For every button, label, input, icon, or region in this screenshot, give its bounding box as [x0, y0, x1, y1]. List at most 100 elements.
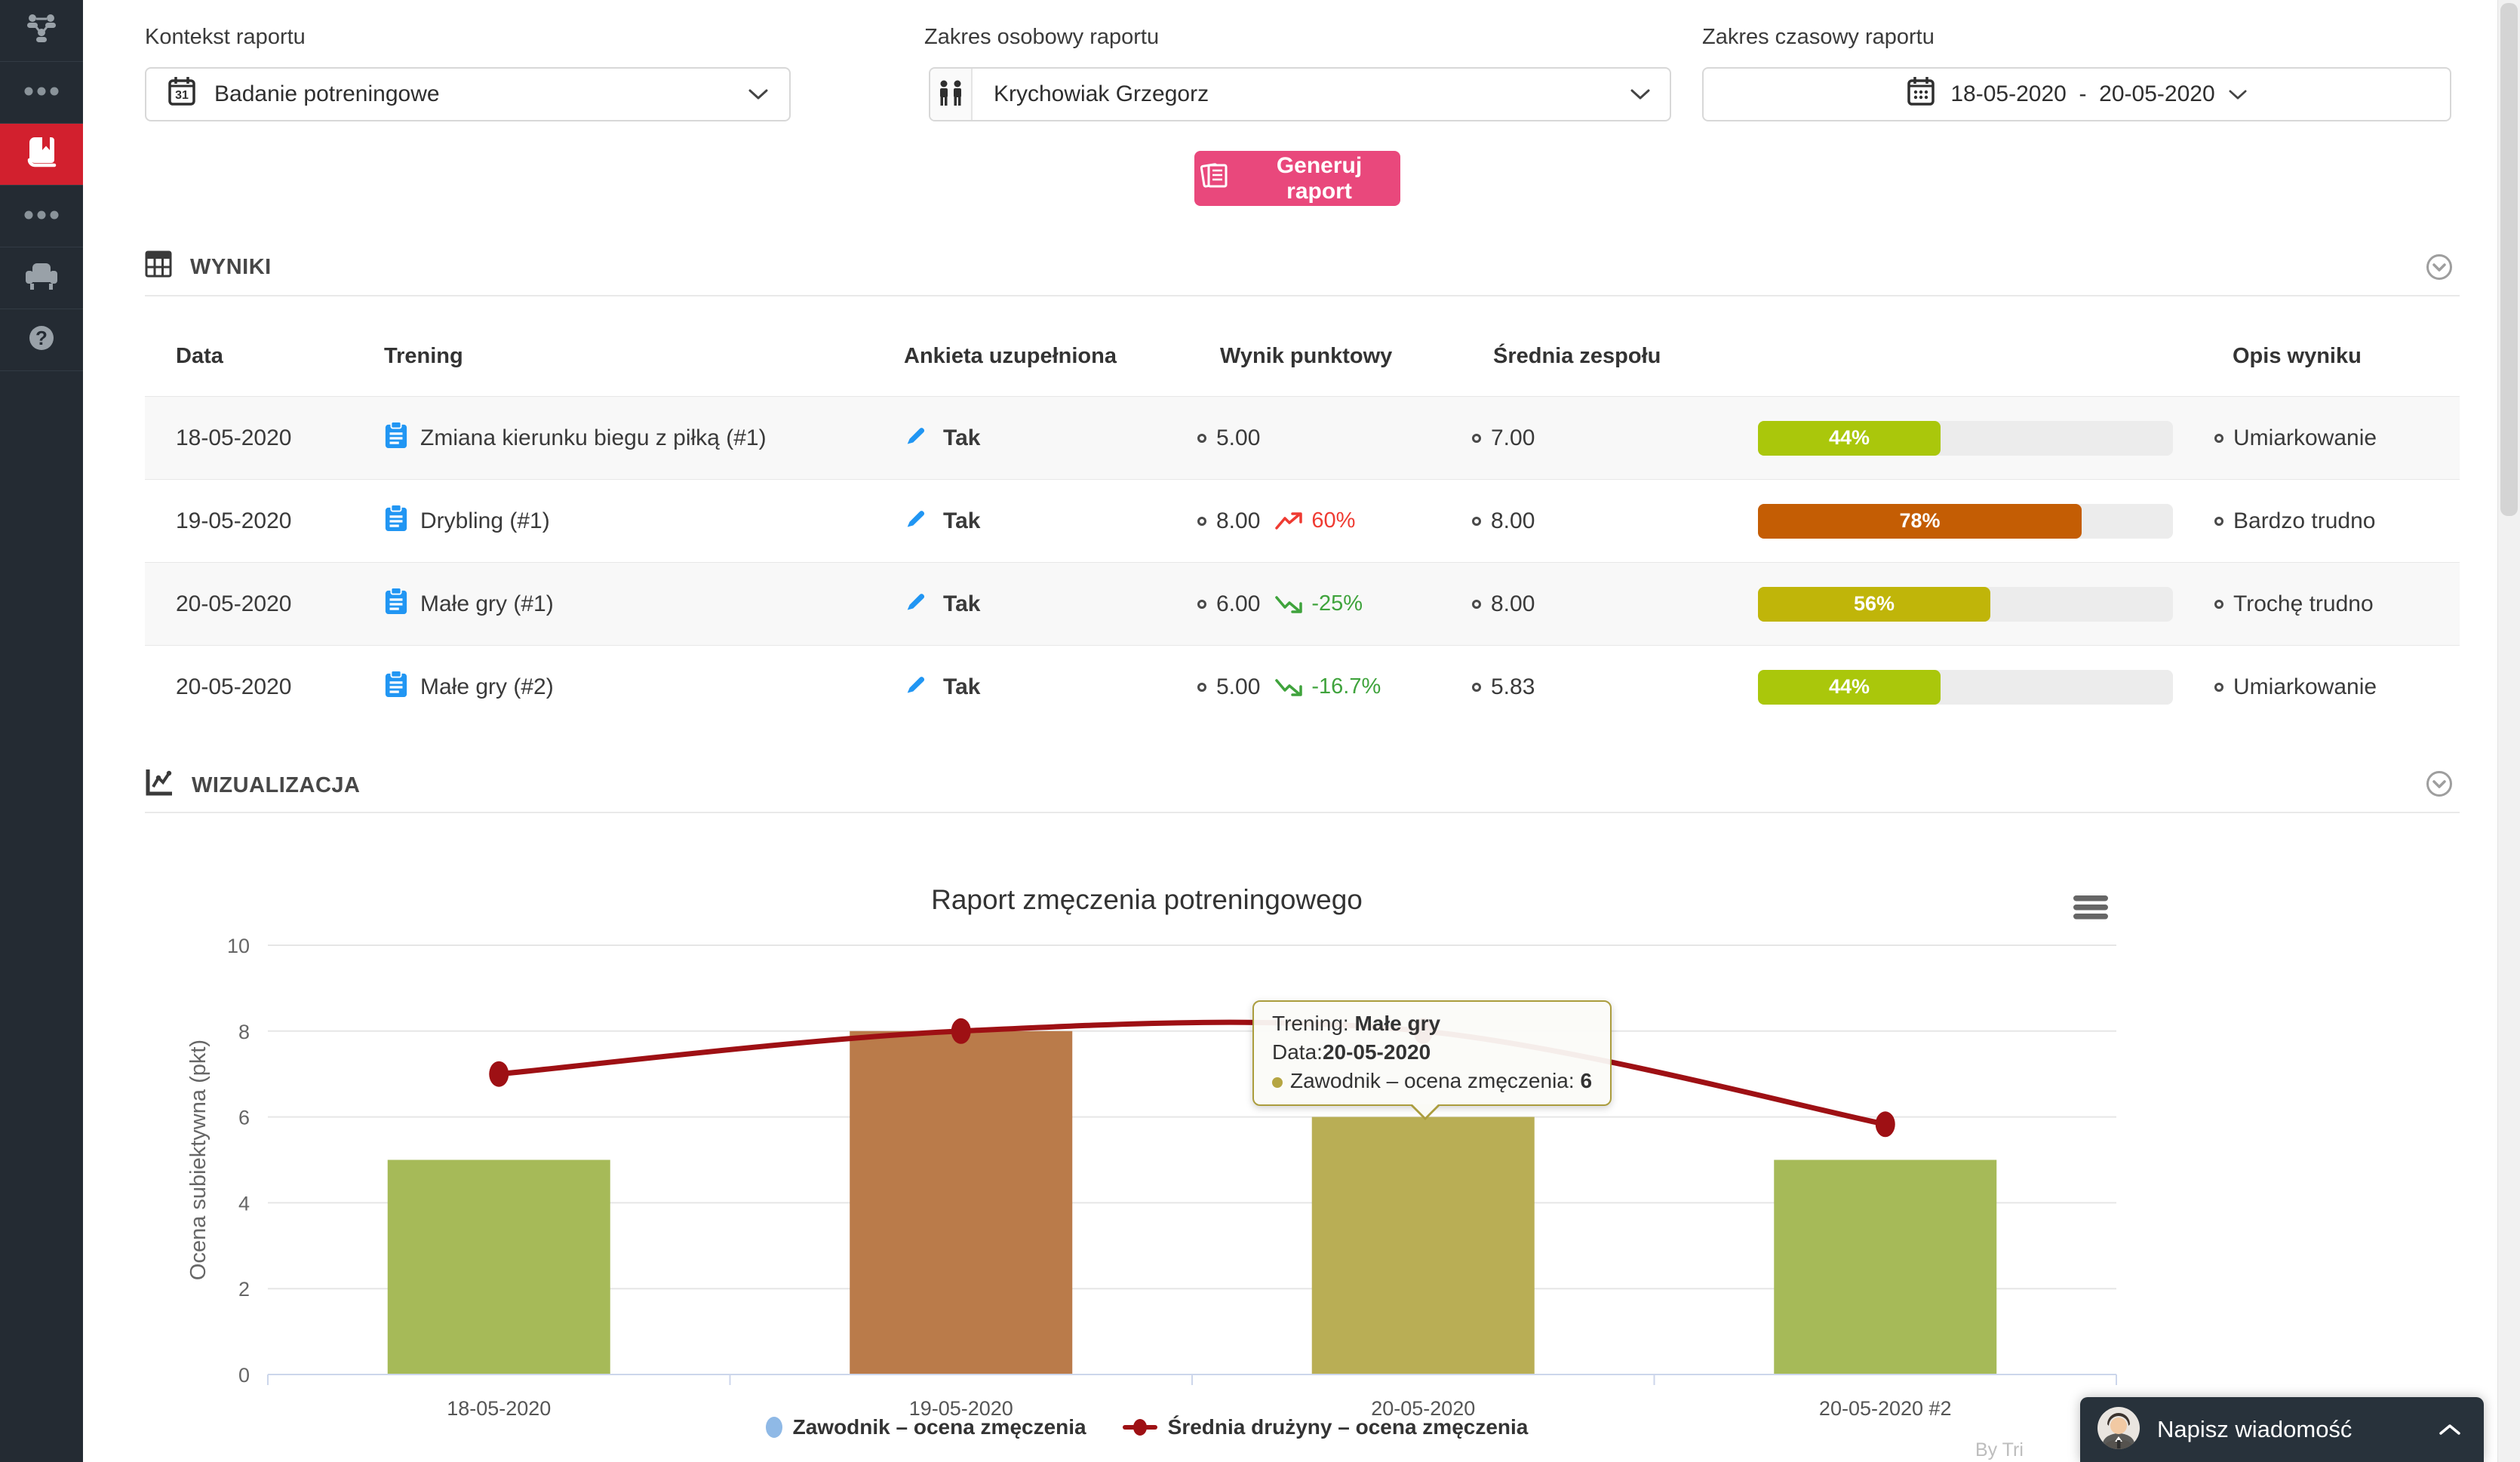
chevron-down-icon — [2229, 89, 2247, 100]
chart-bar[interactable] — [850, 1030, 1073, 1374]
clipboard-icon — [384, 669, 408, 705]
chart-point[interactable] — [951, 1018, 971, 1044]
progress-label: 78% — [1899, 509, 1941, 532]
cell-score: 6.00 -25% — [1197, 591, 1472, 617]
cell-score: 5.00 -16.7% — [1197, 674, 1472, 700]
y-axis-title: Ocena subiektywna (pkt) — [186, 1040, 211, 1280]
help-icon: ? — [25, 321, 58, 358]
table-row[interactable]: 20-05-2020 Małe gry (#1) Tak 6.00 -25% 8… — [145, 562, 2460, 645]
cell-team-avg: 5.83 — [1472, 674, 1758, 700]
chart-point[interactable] — [1875, 1111, 1895, 1138]
sidebar-item-lounge[interactable] — [0, 247, 83, 309]
legend-label: Zawodnik – ocena zmęczenia — [792, 1415, 1086, 1439]
book-icon — [24, 134, 59, 174]
date-range-select[interactable]: 18-05-2020 - 20-05-2020 — [1702, 67, 2451, 121]
y-tick-label: 2 — [238, 1278, 250, 1301]
progress-bar: 78% — [1758, 503, 2173, 539]
column-header-wynik: Wynik punktowy — [1220, 343, 1393, 368]
scrollbar[interactable] — [2497, 0, 2520, 1462]
description-value: Trochę trudno — [2233, 591, 2374, 616]
bullet-circle-icon — [1197, 599, 1206, 609]
bullet-circle-icon — [2214, 433, 2223, 443]
generate-report-button[interactable]: Generuj raport — [1194, 151, 1400, 206]
cell-score: 8.00 60% — [1197, 508, 1472, 534]
sidebar-item-reports[interactable] — [0, 124, 83, 186]
section-divider — [145, 812, 2460, 813]
table-row[interactable]: 19-05-2020 Drybling (#1) Tak 8.00 60% 8.… — [145, 479, 2460, 562]
cell-survey: Tak — [904, 505, 1197, 537]
training-name: Drybling (#1) — [420, 508, 550, 533]
bullet-circle-icon — [1197, 433, 1206, 443]
legend-item-srednia[interactable]: Średnia drużyny – ocena zmęczenia — [1122, 1415, 1529, 1439]
org-chart-icon — [23, 12, 60, 49]
clipboard-icon — [384, 503, 408, 539]
sidebar-item-more-bottom[interactable] — [0, 186, 83, 247]
legend-label: Średnia drużyny – ocena zmęczenia — [1167, 1415, 1529, 1439]
clipboard-icon — [384, 586, 408, 622]
legend-item-zawodnik[interactable]: Zawodnik – ocena zmęczenia — [765, 1415, 1086, 1439]
sidebar-item-org-chart[interactable] — [0, 0, 83, 62]
score-value: 8.00 — [1216, 508, 1261, 533]
results-section-title: WYNIKI — [190, 254, 272, 279]
cell-description: Umiarkowanie — [2199, 674, 2460, 700]
pencil-icon[interactable] — [904, 671, 930, 703]
cell-progress: 44% — [1758, 669, 2199, 705]
cell-progress: 78% — [1758, 503, 2199, 539]
cell-date: 19-05-2020 — [176, 508, 292, 533]
chart-bar[interactable] — [1774, 1159, 1997, 1375]
progress-bar: 44% — [1758, 420, 2173, 456]
collapse-visualization-chevron[interactable] — [2425, 769, 2454, 798]
cell-progress: 56% — [1758, 586, 2199, 622]
ellipsis-icon — [24, 210, 59, 223]
tooltip-value: 6 — [1580, 1069, 1593, 1092]
team-avg-value: 5.83 — [1491, 674, 1535, 699]
tooltip-training: Małe gry — [1354, 1012, 1441, 1035]
chart-bar[interactable] — [387, 1159, 610, 1375]
bullet-circle-icon — [2214, 682, 2223, 692]
sidebar-item-more-top[interactable] — [0, 62, 83, 124]
series-dot-icon — [1272, 1077, 1283, 1088]
legend-marker-ellipse — [765, 1417, 782, 1438]
cell-training: Drybling (#1) — [384, 503, 904, 539]
bullet-circle-icon — [1197, 682, 1206, 692]
pencil-icon[interactable] — [904, 505, 930, 537]
cell-description: Bardzo trudno — [2199, 508, 2460, 534]
cell-date: 18-05-2020 — [176, 425, 292, 450]
chart-line — [498, 1019, 1886, 1127]
context-select-value: Badanie potreningowe — [214, 81, 440, 106]
scrollbar-thumb[interactable] — [2500, 3, 2518, 516]
table-row[interactable]: 20-05-2020 Małe gry (#2) Tak 5.00 -16.7%… — [145, 645, 2460, 728]
sidebar-item-help[interactable]: ? — [0, 309, 83, 371]
cell-team-avg: 8.00 — [1472, 508, 1758, 534]
team-avg-value: 8.00 — [1491, 591, 1535, 616]
avatar — [2097, 1406, 2140, 1454]
cell-date: 20-05-2020 — [176, 674, 292, 699]
progress-label: 44% — [1828, 675, 1870, 698]
training-name: Małe gry (#1) — [420, 591, 554, 616]
x-tick-label: 19-05-2020 — [909, 1397, 1013, 1420]
generate-report-label: Generuj raport — [1276, 152, 1363, 204]
date-range-value: 18-05-2020 - 20-05-2020 — [1950, 81, 2215, 106]
ellipsis-icon — [24, 86, 59, 100]
chart-point[interactable] — [489, 1061, 509, 1087]
cell-survey: Tak — [904, 588, 1197, 620]
table-row[interactable]: 18-05-2020 Zmiana kierunku biegu z piłką… — [145, 396, 2460, 479]
chart-bar[interactable] — [1311, 1116, 1535, 1374]
legend-marker-line — [1122, 1417, 1157, 1438]
x-tick-label: 20-05-2020 #2 — [1819, 1397, 1952, 1420]
cell-training: Małe gry (#2) — [384, 669, 904, 705]
context-select[interactable]: 31 Badanie potreningowe — [145, 67, 791, 121]
cell-training: Zmiana kierunku biegu z piłką (#1) — [384, 420, 904, 456]
x-tick-label: 20-05-2020 — [1371, 1397, 1475, 1420]
visualization-section-header: WIZUALIZACJA — [145, 768, 360, 803]
range-filter-label: Zakres czasowy raportu — [1702, 25, 1935, 49]
description-value: Bardzo trudno — [2233, 508, 2376, 533]
pencil-icon[interactable] — [904, 422, 930, 454]
person-select[interactable]: Krychowiak Grzegorz — [929, 67, 1671, 121]
x-tick-label: 18-05-2020 — [447, 1397, 551, 1420]
collapse-results-chevron[interactable] — [2425, 253, 2454, 281]
chart-menu-icon[interactable] — [2073, 895, 2108, 920]
column-header-trening: Trening — [384, 343, 463, 368]
pencil-icon[interactable] — [904, 588, 930, 620]
chat-widget-bar[interactable]: Napisz wiadomość — [2080, 1397, 2484, 1462]
